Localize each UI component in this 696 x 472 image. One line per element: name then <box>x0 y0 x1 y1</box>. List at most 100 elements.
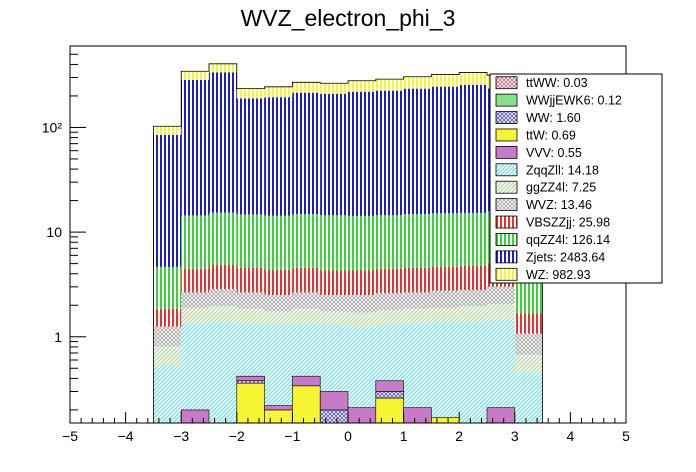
bar-ggzz4l-7 <box>348 312 376 327</box>
minor-bar-vvv-5 <box>347 407 377 424</box>
legend-swatch <box>495 250 518 264</box>
legend: ttWW: 0.03 WWjjEWK6: 0.12 WW: 1.60 ttW: 0.6… <box>489 73 663 284</box>
bar-wz-11 <box>459 72 487 85</box>
bar-ggzz4l-6 <box>320 311 348 325</box>
bar-ggzz4l-2 <box>209 306 237 322</box>
legend-label: VBSZZjj: 25.98 <box>526 216 610 230</box>
legend-swatch <box>495 128 518 142</box>
bar-wz-6 <box>320 83 348 94</box>
bar-wz-0 <box>153 126 182 136</box>
bar-wvz-1 <box>181 292 209 308</box>
legend-entry: qqZZ4l: 126.14 <box>495 233 610 247</box>
bar-wz-10 <box>431 74 460 87</box>
bar-ggzz4l-0 <box>153 346 182 367</box>
bar-zjets-6 <box>320 93 348 216</box>
legend-label: WW: 1.60 <box>526 111 581 125</box>
legend-swatch <box>495 180 518 194</box>
bar-wvz-4 <box>264 295 293 312</box>
legend-label: ggZZ4l: 7.25 <box>526 181 596 195</box>
bar-zjets-9 <box>403 88 432 215</box>
bar-qqzz4l-2 <box>209 212 237 265</box>
legend-entry: VBSZZjj: 25.98 <box>495 216 610 230</box>
bar-wvz-7 <box>348 295 376 313</box>
bar-wvz-2 <box>209 289 237 307</box>
bar-vbszzjj-0 <box>153 308 182 327</box>
bar-wz-4 <box>264 86 293 98</box>
minor-bar-ttw-8 <box>431 417 460 424</box>
bar-qqzz4l-6 <box>320 215 348 271</box>
legend-swatch <box>495 145 518 159</box>
legend-swatch <box>495 267 518 281</box>
bar-zjets-7 <box>348 91 376 216</box>
bar-vbszzjj-11 <box>459 265 487 290</box>
stack-outline <box>153 63 543 423</box>
bar-qqzz4l-11 <box>459 212 487 266</box>
bar-vbszzjj-6 <box>320 270 348 296</box>
x-tick-label: 0 <box>344 428 352 444</box>
x-tick-label: −5 <box>62 428 78 444</box>
legend-entry: ttW: 0.69 <box>495 128 576 142</box>
bar-wvz-8 <box>375 293 404 311</box>
minor-backgrounds <box>180 375 516 424</box>
bar-zqqzll-9 <box>403 323 432 423</box>
minor-bar-ww-6 <box>375 391 404 399</box>
legend-entry: ZqqZll: 14.18 <box>495 163 599 177</box>
bar-vbszzjj-4 <box>264 269 293 296</box>
legend-entry: Zjets: 2483.64 <box>495 250 605 264</box>
legend-entry: ggZZ4l: 7.25 <box>495 180 596 195</box>
legend-label: qqZZ4l: 126.14 <box>526 233 610 247</box>
x-tick-label: 3 <box>511 428 519 444</box>
bar-wvz-9 <box>403 292 432 309</box>
legend-entry: WVZ: 13.46 <box>495 198 592 212</box>
legend-swatch <box>495 111 518 124</box>
bar-ggzz4l-9 <box>403 308 432 324</box>
legend-entry: VVV: 0.55 <box>495 145 582 160</box>
bar-zqqzll-11 <box>459 321 487 423</box>
bar-wz-9 <box>403 76 432 89</box>
bar-zjets-1 <box>181 79 209 216</box>
bar-zqqzll-13 <box>514 373 543 423</box>
x-axis: −5 −4 −3 −2 −1 0 1 2 3 4 5 <box>62 412 630 444</box>
bar-zjets-3 <box>236 98 265 215</box>
x-tick-label: 4 <box>567 428 575 444</box>
bar-zjets-10 <box>431 86 460 214</box>
y-tick-label: 10² <box>42 119 63 135</box>
bar-wvz-6 <box>320 295 348 312</box>
legend-entry: WWjjEWK6: 0.12 <box>495 93 622 108</box>
bar-zjets-2 <box>209 72 237 213</box>
minor-bar-vvv-2 <box>264 405 293 411</box>
x-tick-label: 2 <box>455 428 463 444</box>
bar-vbszzjj-7 <box>348 270 376 296</box>
legend-swatch <box>495 163 518 177</box>
x-tick-label: −1 <box>284 428 300 444</box>
bar-vbszzjj-5 <box>292 267 321 293</box>
bar-ggzz4l-10 <box>431 307 460 322</box>
bar-zjets-11 <box>459 84 487 213</box>
x-tick-label: 5 <box>622 428 630 444</box>
legend-label: ZqqZll: 14.18 <box>526 163 599 177</box>
minor-bar-ttw-1 <box>236 382 265 424</box>
bar-qqzz4l-0 <box>153 266 182 309</box>
y-tick-label: 1 <box>54 329 62 345</box>
bar-ggzz4l-13 <box>514 354 543 374</box>
legend-box <box>489 73 663 284</box>
bar-zjets-8 <box>375 90 404 216</box>
legend-swatch <box>495 198 518 212</box>
legend-label: WZ: 982.93 <box>526 268 591 282</box>
minor-bar-vvv-0 <box>180 409 210 424</box>
bar-vbszzjj-13 <box>514 313 543 334</box>
minor-bar-vvv-1 <box>236 375 265 382</box>
x-tick-label: 1 <box>400 428 408 444</box>
bar-ggzz4l-5 <box>292 308 321 324</box>
bar-ggzz4l-3 <box>236 308 265 324</box>
legend-swatch <box>495 93 518 107</box>
legend-label: ttWW: 0.03 <box>526 76 588 90</box>
legend-label: Zjets: 2483.64 <box>526 250 605 264</box>
bar-wz-8 <box>375 79 404 91</box>
bar-wvz-5 <box>292 292 321 309</box>
bar-wz-1 <box>181 71 209 80</box>
legend-label: WWjjEWK6: 0.12 <box>526 94 622 108</box>
y-axis: 1 10 10² <box>42 45 86 411</box>
bar-qqzz4l-7 <box>348 215 376 271</box>
bar-zjets-0 <box>153 135 182 267</box>
